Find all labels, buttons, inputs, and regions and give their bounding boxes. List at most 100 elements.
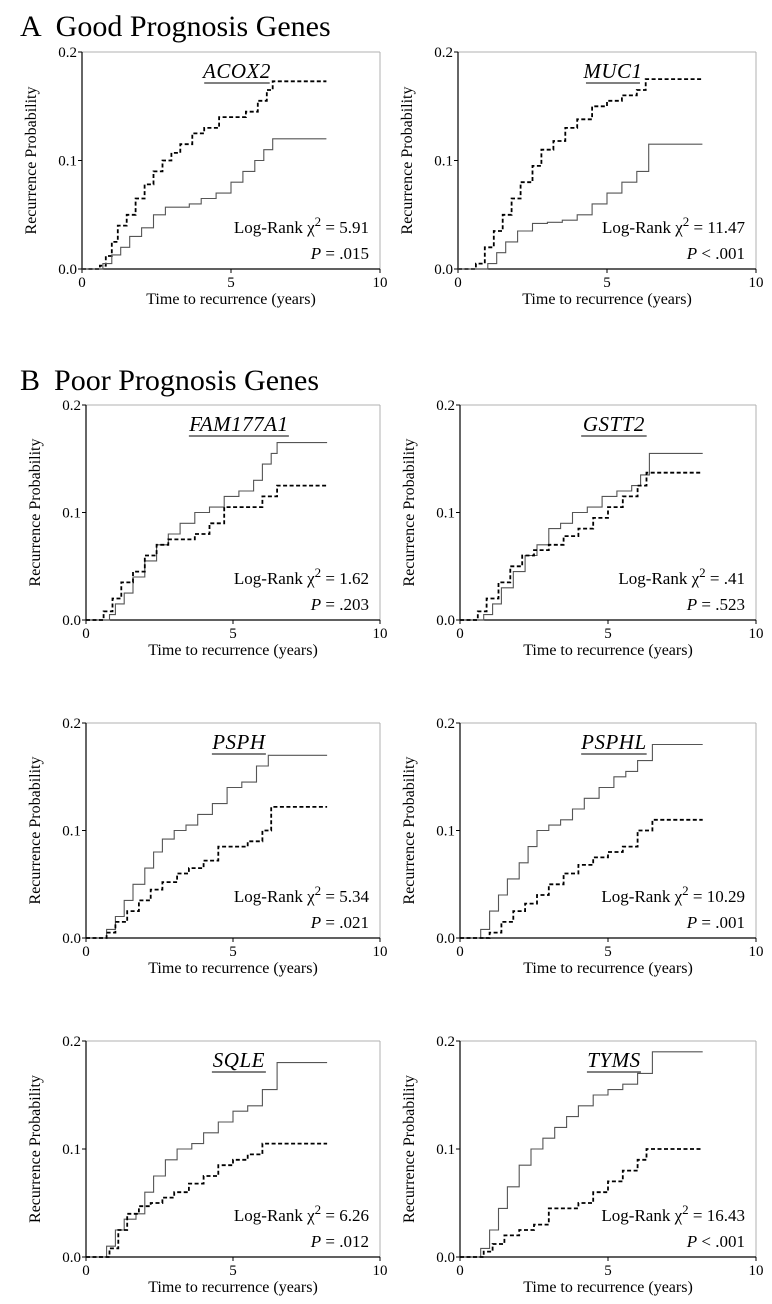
chart-panel-acox2: 0.0 0.1 0.2 0 5 10 Time to recurrence (years) R… [23, 45, 388, 308]
x-tick-label: 10 [373, 626, 388, 642]
p-value: P < .001 [686, 244, 745, 263]
solid-curve [458, 143, 703, 270]
y-axis-label: Recurrence Probability [27, 757, 44, 905]
dashed-curve [460, 471, 703, 621]
x-tick-label: 0 [456, 1263, 464, 1279]
y-tick-label: 0.2 [436, 1034, 455, 1050]
y-tick-label: 0.1 [62, 1142, 81, 1158]
dashed-curve [460, 818, 703, 939]
x-tick-label: 0 [456, 626, 464, 642]
x-axis-label: Time to recurrence (years) [523, 1279, 693, 1296]
p-value: P = .001 [686, 913, 745, 932]
y-tick-label: 0.0 [62, 1250, 81, 1266]
y-tick-label: 0.0 [436, 931, 455, 947]
x-axis-label: Time to recurrence (years) [523, 960, 693, 977]
solid-curve [82, 138, 327, 270]
log-rank-statistic: Log-Rank χ2 = .41 [618, 565, 745, 588]
solid-curve [86, 754, 328, 939]
x-tick-label: 5 [603, 275, 611, 291]
chart-panel-fam177a1: 0.0 0.1 0.2 0 5 10 Time to recurrence (years) R… [27, 398, 388, 659]
chart-panel-gstt2: 0.0 0.1 0.2 0 5 10 Time to recurrence (years) R… [401, 398, 764, 659]
p-value: P = .015 [310, 244, 369, 263]
y-tick-label: 0.0 [434, 262, 453, 278]
x-tick-label: 10 [749, 944, 764, 960]
solid-curve [86, 1062, 328, 1258]
chart-panel-psphl: 0.0 0.1 0.2 0 5 10 Time to recurrence (years) R… [401, 716, 764, 977]
x-tick-label: 5 [227, 275, 235, 291]
y-tick-label: 0.1 [62, 506, 81, 522]
y-tick-label: 0.0 [58, 262, 77, 278]
x-tick-label: 0 [82, 626, 90, 642]
x-tick-label: 10 [749, 626, 764, 642]
y-tick-label: 0.2 [436, 716, 455, 732]
p-value: P < .001 [686, 1232, 745, 1251]
section-letter: A [20, 10, 42, 43]
y-tick-label: 0.0 [436, 613, 455, 629]
dashed-curve [82, 80, 327, 270]
x-tick-label: 0 [456, 944, 464, 960]
p-value: P = .021 [310, 913, 369, 932]
y-tick-label: 0.1 [436, 1142, 455, 1158]
x-tick-label: 0 [454, 275, 462, 291]
solid-curve [460, 743, 703, 939]
x-tick-label: 10 [749, 275, 764, 291]
gene-name: PSPHL [580, 730, 647, 754]
section-heading: Poor Prognosis Genes [54, 364, 320, 397]
log-rank-statistic: Log-Rank χ2 = 5.34 [234, 883, 370, 906]
x-tick-label: 5 [229, 1263, 237, 1279]
x-tick-label: 0 [82, 1263, 90, 1279]
x-tick-label: 5 [604, 944, 612, 960]
x-tick-label: 5 [604, 626, 612, 642]
solid-curve [460, 1051, 703, 1258]
p-value: P = .012 [310, 1232, 369, 1251]
dashed-curve [86, 806, 328, 939]
y-tick-label: 0.0 [436, 1250, 455, 1266]
x-axis-label: Time to recurrence (years) [148, 642, 318, 659]
x-axis-label: Time to recurrence (years) [148, 1279, 318, 1296]
x-tick-label: 10 [749, 1263, 764, 1279]
log-rank-statistic: Log-Rank χ2 = 10.29 [601, 883, 745, 906]
dashed-curve [458, 78, 703, 270]
dashed-curve [86, 1142, 328, 1258]
y-tick-label: 0.1 [436, 506, 455, 522]
x-tick-label: 10 [373, 944, 388, 960]
section-letter: B [20, 364, 41, 397]
gene-name: FAM177A1 [188, 412, 288, 436]
solid-curve [86, 442, 328, 621]
y-axis-label: Recurrence Probability [23, 87, 40, 235]
y-tick-label: 0.0 [62, 613, 81, 629]
solid-curve [460, 452, 703, 621]
gene-name: PSPH [211, 730, 267, 754]
y-tick-label: 0.2 [436, 398, 455, 414]
section-b-title: B Poor Prognosis Genes [20, 366, 319, 396]
y-axis-label: Recurrence Probability [27, 1075, 44, 1223]
log-rank-statistic: Log-Rank χ2 = 5.91 [234, 214, 369, 237]
x-axis-label: Time to recurrence (years) [522, 291, 692, 308]
x-axis-label: Time to recurrence (years) [146, 291, 316, 308]
log-rank-statistic: Log-Rank χ2 = 6.26 [234, 1202, 369, 1225]
log-rank-statistic: Log-Rank χ2 = 16.43 [601, 1202, 745, 1225]
log-rank-statistic: Log-Rank χ2 = 11.47 [602, 214, 745, 237]
chart-panel-muc1: 0.0 0.1 0.2 0 5 10 Time to recurrence (years) R… [399, 45, 764, 308]
x-axis-label: Time to recurrence (years) [523, 642, 693, 659]
x-tick-label: 0 [82, 944, 90, 960]
y-axis-label: Recurrence Probability [401, 757, 418, 905]
y-axis-label: Recurrence Probability [401, 439, 418, 587]
section-heading: Good Prognosis Genes [55, 10, 331, 43]
y-tick-label: 0.2 [58, 45, 77, 61]
log-rank-statistic: Log-Rank χ2 = 1.62 [234, 565, 369, 588]
y-axis-label: Recurrence Probability [399, 87, 416, 235]
x-axis-label: Time to recurrence (years) [148, 960, 318, 977]
y-axis-label: Recurrence Probability [401, 1075, 418, 1223]
chart-panel-sqle: 0.0 0.1 0.2 0 5 10 Time to recurrence (years) R… [27, 1034, 388, 1296]
chart-panel-psph: 0.0 0.1 0.2 0 5 10 Time to recurrence (years) R… [27, 716, 388, 977]
gene-name: SQLE [213, 1048, 265, 1072]
x-tick-label: 5 [229, 944, 237, 960]
x-tick-label: 0 [78, 275, 86, 291]
y-tick-label: 0.2 [62, 1034, 81, 1050]
x-tick-label: 10 [373, 1263, 388, 1279]
y-tick-label: 0.2 [62, 716, 81, 732]
gene-name: ACOX2 [201, 59, 271, 83]
y-tick-label: 0.0 [62, 931, 81, 947]
